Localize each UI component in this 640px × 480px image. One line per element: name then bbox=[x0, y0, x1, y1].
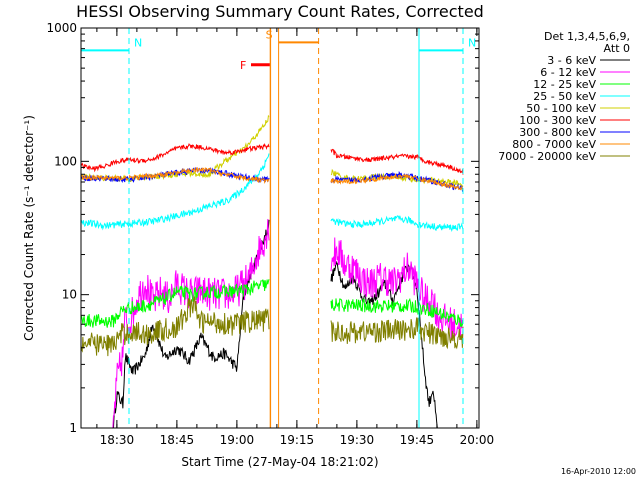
x-tick-label-0: 18:30 bbox=[100, 433, 135, 447]
y-axis-label: Corrected Count Rate (s⁻¹ detector⁻¹) bbox=[22, 115, 36, 341]
legend-label-5: 100 - 300 keV bbox=[519, 114, 596, 127]
legend-title-line-1: Det 1,3,4,5,6,9, bbox=[544, 30, 630, 43]
series-trace-7-1 bbox=[330, 172, 464, 191]
x-axis-label: Start Time (27-May-04 18:21:02) bbox=[181, 455, 378, 469]
series-trace-5-1 bbox=[330, 148, 464, 175]
x-tick-label-5: 19:45 bbox=[400, 433, 435, 447]
legend-label-6: 300 - 800 keV bbox=[519, 126, 596, 139]
y-tick-label-3: 1000 bbox=[46, 21, 77, 35]
series-7000-20000-kev bbox=[80, 296, 464, 357]
y-tick-label-1: 10 bbox=[62, 288, 77, 302]
series-trace-2-0 bbox=[80, 278, 270, 328]
annotation-label-f-3: F bbox=[240, 59, 246, 72]
series-trace-8-0 bbox=[80, 296, 270, 357]
legend-label-0: 3 - 6 keV bbox=[547, 54, 596, 67]
legend-label-7: 800 - 7000 keV bbox=[512, 138, 596, 151]
y-tick-label-2: 100 bbox=[54, 154, 77, 168]
series-trace-8-1 bbox=[330, 317, 464, 350]
date-stamp: 16-Apr-2010 12:00 bbox=[561, 467, 636, 476]
series-trace-1-1 bbox=[330, 237, 464, 341]
legend-label-3: 25 - 50 keV bbox=[533, 90, 596, 103]
legend-label-8: 7000 - 20000 keV bbox=[498, 150, 596, 163]
annotation-label-s-2: S bbox=[266, 28, 273, 41]
series-100-300-kev bbox=[80, 142, 464, 175]
x-tick-label-3: 19:15 bbox=[280, 433, 315, 447]
series-800-7000-kev bbox=[80, 166, 464, 191]
series-12-25-kev bbox=[80, 278, 464, 328]
series-trace-3-0 bbox=[80, 153, 270, 231]
y-axis: 1 10 100 1000 bbox=[46, 21, 479, 435]
legend-label-4: 50 - 100 keV bbox=[526, 102, 596, 115]
annotation-label-n-0: N bbox=[134, 36, 142, 49]
x-axis: 18:30 18:45 19:00 19:15 19:30 19:45 20:00 bbox=[96, 28, 495, 447]
x-tick-label-6: 20:00 bbox=[460, 433, 495, 447]
x-tick-label-1: 18:45 bbox=[160, 433, 195, 447]
chart-title: HESSI Observing Summary Count Rates, Cor… bbox=[76, 2, 484, 21]
legend-label-1: 6 - 12 keV bbox=[540, 66, 596, 79]
annotation-label-n-1: N bbox=[468, 36, 476, 49]
series-trace-5-0 bbox=[80, 142, 270, 173]
series-25-50-kev bbox=[80, 153, 464, 233]
plot-frame bbox=[80, 27, 480, 429]
x-tick-label-2: 19:00 bbox=[220, 433, 255, 447]
legend-label-2: 12 - 25 keV bbox=[533, 78, 596, 91]
plot-area: N N S F 18:30 18:45 19:00 19:15 19:30 19:45 20:00… bbox=[46, 21, 494, 447]
y-tick-label-0: 1 bbox=[69, 421, 77, 435]
series-trace-6-1 bbox=[330, 170, 464, 193]
series-trace-7-0 bbox=[80, 166, 270, 184]
series-layer bbox=[80, 114, 464, 429]
legend-title-line-2: Att 0 bbox=[604, 42, 630, 55]
series-trace-2-1 bbox=[330, 297, 464, 328]
series-trace-3-1 bbox=[330, 215, 464, 233]
x-tick-label-4: 19:30 bbox=[340, 433, 375, 447]
marker-layer: N N S F bbox=[81, 28, 476, 428]
